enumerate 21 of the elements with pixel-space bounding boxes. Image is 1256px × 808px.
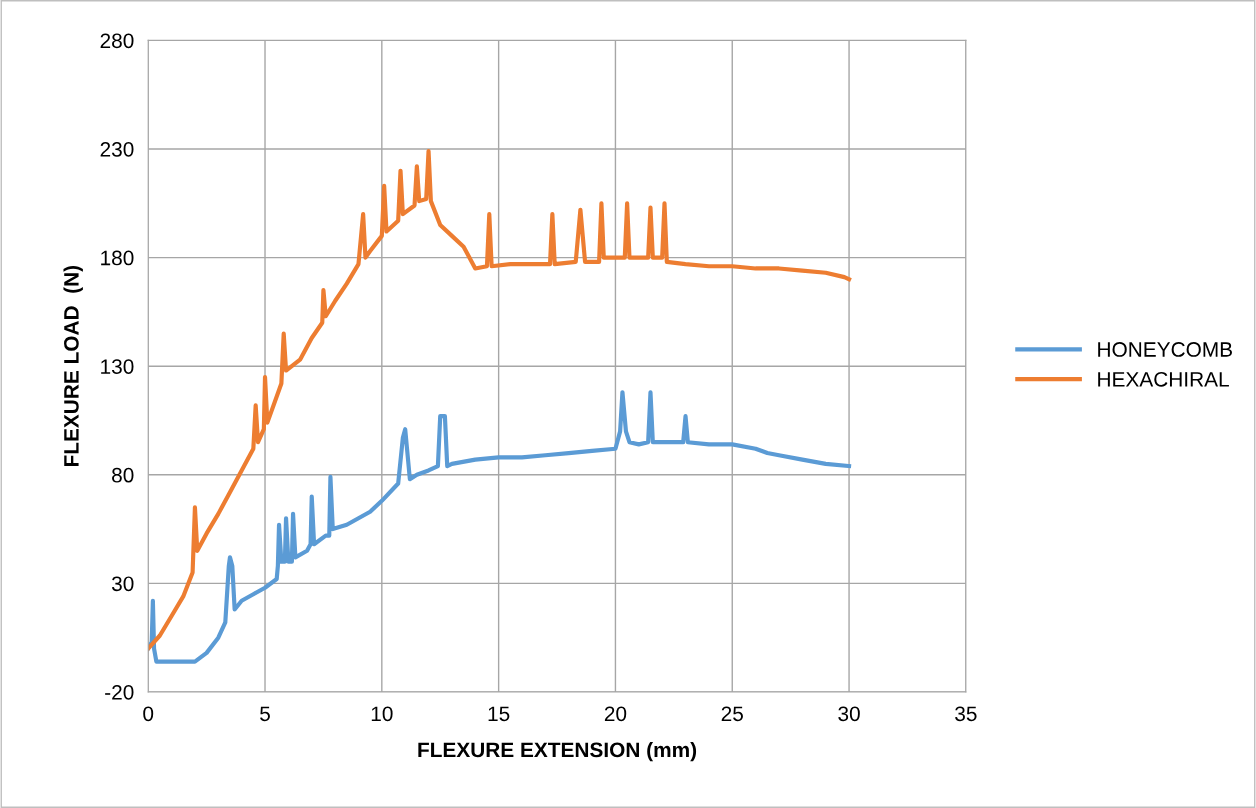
y-axis-title: FLEXURE LOAD (N): [63, 265, 83, 467]
y-tick-label: 280: [100, 33, 134, 49]
x-tick-label: 10: [371, 706, 393, 722]
x-tick-label: 35: [955, 706, 977, 722]
y-tick-label: -20: [105, 684, 134, 700]
x-tick-label: 15: [488, 706, 510, 722]
y-tick-label: 30: [111, 576, 134, 592]
x-tick-label: 5: [260, 706, 270, 722]
line-series: [148, 149, 852, 651]
x-tick-label: 30: [838, 706, 860, 722]
y-tick-label: 130: [101, 359, 134, 374]
y-tick-label: 80: [112, 467, 134, 483]
y-tick-label: 180: [101, 250, 134, 266]
x-tick-label: 25: [721, 706, 743, 722]
x-axis-title: FLEXURE EXTENSION (mm): [418, 741, 697, 762]
x-tick-label: 20: [604, 706, 627, 722]
x-tick-label: 0: [143, 706, 154, 722]
line-series: [148, 390, 852, 664]
y-tick-label: 230: [100, 142, 134, 157]
legend-label: HEXACHIRAL: [1098, 371, 1229, 387]
legend-label: HONEYCOMB: [1098, 342, 1232, 357]
